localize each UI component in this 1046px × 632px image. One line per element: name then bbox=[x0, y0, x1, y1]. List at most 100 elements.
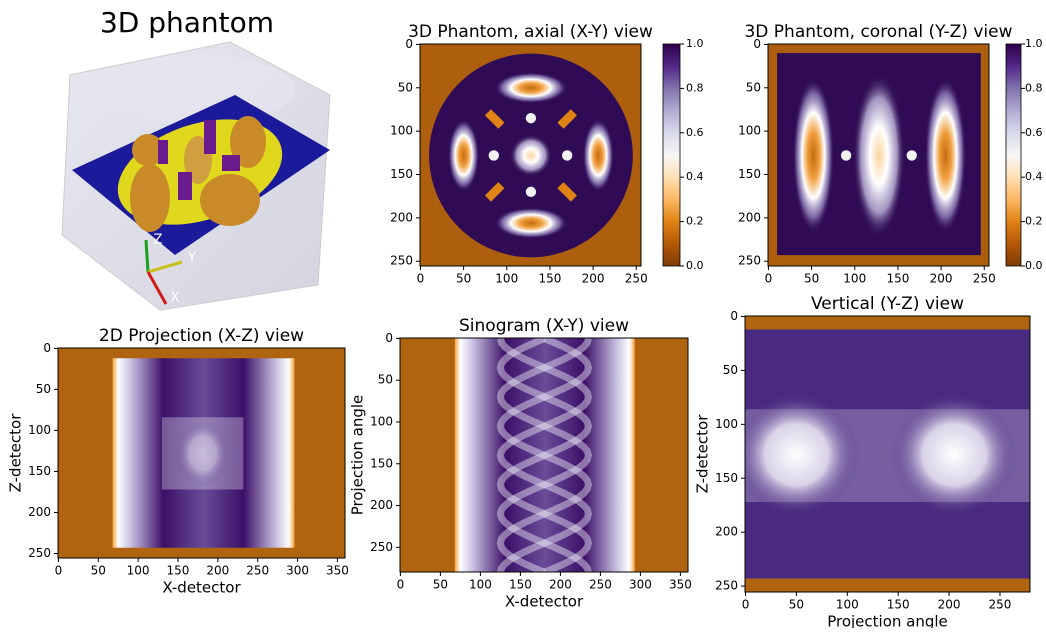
image bbox=[400, 338, 688, 572]
y-tick-label: 100 bbox=[738, 124, 761, 138]
y-tick-label: 200 bbox=[370, 498, 393, 512]
glow bbox=[176, 419, 230, 488]
glow bbox=[733, 393, 859, 516]
colorbar-tick-label: 0.4 bbox=[686, 170, 704, 183]
colorbar-tick-label: 0.8 bbox=[686, 81, 704, 94]
x-tick-label: 250 bbox=[973, 272, 996, 286]
y-tick-label: 250 bbox=[738, 254, 761, 268]
render-title: 3D phantom bbox=[100, 6, 274, 39]
image bbox=[58, 348, 345, 558]
x-tick-label: 50 bbox=[456, 272, 471, 286]
y-tick-label: 100 bbox=[28, 423, 51, 437]
y-tick-label: 50 bbox=[746, 80, 761, 94]
y-tick-label: 0 bbox=[43, 341, 51, 355]
glow bbox=[495, 208, 568, 239]
insert bbox=[562, 150, 572, 160]
x-tick-label: 250 bbox=[246, 564, 269, 578]
y-tick-label: 250 bbox=[370, 540, 393, 554]
colorbar-tick-label: 0.6 bbox=[1025, 126, 1043, 139]
panel-title: Vertical (Y-Z) view bbox=[811, 294, 964, 314]
y-tick-label: 50 bbox=[378, 373, 393, 387]
render-axis-label: Z bbox=[154, 233, 163, 248]
y-tick-label: 200 bbox=[738, 210, 761, 224]
colorbar-tick-label: 0.0 bbox=[1025, 259, 1043, 272]
panel-title: Sinogram (X-Y) view bbox=[459, 316, 629, 336]
x-tick-label: 50 bbox=[91, 564, 106, 578]
body: 3D phantom Z Y X 3D Phantom, axial (X-Y) vie… bbox=[0, 0, 1046, 628]
colorbar-tick-label: 0.2 bbox=[1025, 215, 1043, 228]
insert bbox=[907, 150, 917, 160]
x-tick-label: 150 bbox=[509, 578, 532, 592]
x-tick-label: 200 bbox=[582, 272, 605, 286]
x-tick-label: 100 bbox=[495, 272, 518, 286]
x-tick-label: 50 bbox=[433, 578, 448, 592]
colorbar-tick-label: 0.2 bbox=[686, 215, 704, 228]
y-tick-label: 250 bbox=[715, 579, 738, 593]
colorbar bbox=[663, 44, 680, 266]
render-axis-label: Y bbox=[187, 251, 196, 266]
y-tick-label: 100 bbox=[370, 414, 393, 428]
x-tick-label: 250 bbox=[625, 272, 648, 286]
y-tick-label: 150 bbox=[28, 464, 51, 478]
glow bbox=[495, 72, 568, 103]
render-axis-label: X bbox=[171, 291, 180, 306]
y-tick-label: 150 bbox=[715, 471, 738, 485]
y-tick-label: 100 bbox=[390, 124, 413, 138]
x-tick-label: 200 bbox=[206, 564, 229, 578]
x-tick-label: 350 bbox=[326, 564, 349, 578]
image bbox=[733, 316, 1030, 592]
x-tick-label: 0 bbox=[417, 272, 425, 286]
y-tick-label: 0 bbox=[405, 37, 413, 51]
y-tick-label: 50 bbox=[36, 382, 51, 396]
y-tick-label: 200 bbox=[390, 210, 413, 224]
x-tick-label: 100 bbox=[127, 564, 150, 578]
y-tick-label: 150 bbox=[738, 167, 761, 181]
colorbar bbox=[1006, 44, 1021, 266]
x-tick-label: 150 bbox=[167, 564, 190, 578]
x-tick-label: 250 bbox=[989, 598, 1012, 612]
page: Phantom views {"chart_data": [ {"type": … bbox=[0, 0, 1046, 628]
panel-title: 3D Phantom, axial (X-Y) view bbox=[408, 22, 653, 42]
x-tick-label: 0 bbox=[55, 564, 63, 578]
y-tick-label: 250 bbox=[390, 254, 413, 268]
insert bbox=[841, 150, 851, 160]
x-tick-label: 0 bbox=[765, 272, 773, 286]
y-tick-label: 50 bbox=[723, 363, 738, 377]
x-tick-label: 200 bbox=[549, 578, 572, 592]
colorbar-tick-label: 0.8 bbox=[1025, 81, 1043, 94]
x-tick-label: 200 bbox=[938, 598, 961, 612]
y-tick-label: 200 bbox=[715, 525, 738, 539]
x-tick-label: 50 bbox=[804, 272, 819, 286]
x-axis-label: X-detector bbox=[505, 593, 584, 611]
colorbar-tick-label: 0.6 bbox=[686, 126, 704, 139]
x-tick-label: 300 bbox=[286, 564, 309, 578]
x-axis-label: X-detector bbox=[162, 579, 241, 597]
x-tick-label: 200 bbox=[930, 272, 953, 286]
x-tick-label: 0 bbox=[397, 578, 405, 592]
y-tick-label: 50 bbox=[398, 80, 413, 94]
x-tick-label: 250 bbox=[589, 578, 612, 592]
render-3d bbox=[62, 42, 330, 310]
x-axis-label: Projection angle bbox=[827, 613, 948, 629]
x-tick-label: 50 bbox=[789, 598, 804, 612]
insert bbox=[526, 113, 536, 123]
x-tick-label: 100 bbox=[843, 272, 866, 286]
x-tick-label: 150 bbox=[538, 272, 561, 286]
y-axis-label: Projection angle bbox=[349, 395, 367, 516]
y-tick-label: 150 bbox=[390, 167, 413, 181]
x-tick-label: 100 bbox=[469, 578, 492, 592]
x-tick-label: 350 bbox=[669, 578, 692, 592]
y-tick-label: 200 bbox=[28, 505, 51, 519]
panel-title: 2D Projection (X-Z) view bbox=[99, 326, 304, 346]
colorbar-tick-label: 0.4 bbox=[1025, 170, 1043, 183]
image bbox=[768, 44, 989, 266]
image bbox=[420, 44, 641, 266]
glow bbox=[448, 119, 479, 192]
y-axis-label: Z-detector bbox=[694, 414, 712, 494]
panel-title: 3D Phantom, coronal (Y-Z) view bbox=[744, 22, 1012, 42]
x-tick-label: 150 bbox=[886, 272, 909, 286]
y-tick-label: 0 bbox=[385, 331, 393, 345]
glow bbox=[510, 135, 551, 176]
y-tick-label: 150 bbox=[370, 456, 393, 470]
glow bbox=[853, 73, 905, 237]
